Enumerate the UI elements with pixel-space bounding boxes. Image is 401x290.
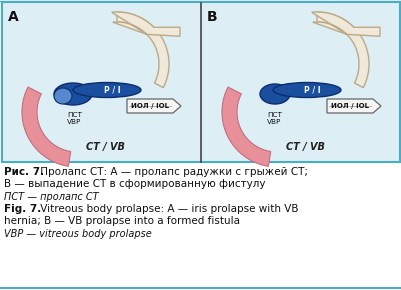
Ellipse shape — [54, 88, 72, 104]
Text: Vitreous body prolapse: A — iris prolapse with VB: Vitreous body prolapse: A — iris prolaps… — [37, 204, 298, 214]
Polygon shape — [221, 87, 270, 166]
Text: B: B — [207, 10, 217, 24]
Ellipse shape — [73, 82, 141, 97]
Ellipse shape — [259, 84, 289, 104]
Text: ПСТ
VBP: ПСТ VBP — [266, 112, 281, 126]
Text: ИОЛ / IOL: ИОЛ / IOL — [330, 103, 368, 109]
Ellipse shape — [54, 83, 92, 105]
Text: ПСТ — пролапс СТ: ПСТ — пролапс СТ — [4, 192, 98, 202]
Polygon shape — [316, 12, 368, 88]
Text: A: A — [8, 10, 19, 24]
Text: Fig. 7.: Fig. 7. — [4, 204, 41, 214]
Text: Рис. 7.: Рис. 7. — [4, 167, 44, 177]
Polygon shape — [117, 12, 168, 88]
Text: СТ / VB: СТ / VB — [285, 142, 324, 152]
Ellipse shape — [272, 82, 340, 97]
Polygon shape — [311, 12, 379, 36]
Polygon shape — [127, 99, 180, 113]
Text: ПСТ
VBP: ПСТ VBP — [67, 112, 82, 126]
Polygon shape — [326, 99, 380, 113]
Bar — [2, 2, 399, 162]
Text: P / I: P / I — [103, 86, 120, 95]
Text: P / I: P / I — [303, 86, 320, 95]
Text: ИОЛ / IOL: ИОЛ / IOL — [131, 103, 168, 109]
Polygon shape — [111, 12, 180, 36]
Polygon shape — [22, 87, 71, 166]
Text: Пролапс СТ: А — пролапс радужки с грыжей СТ;: Пролапс СТ: А — пролапс радужки с грыжей… — [37, 167, 307, 177]
Text: В — выпадение СТ в сформированную фистулу: В — выпадение СТ в сформированную фистул… — [4, 179, 265, 189]
Text: VBP — vitreous body prolapse: VBP — vitreous body prolapse — [4, 229, 151, 239]
Text: hernia; B — VB prolapse into a formed fistula: hernia; B — VB prolapse into a formed fi… — [4, 216, 239, 226]
Text: СТ / VB: СТ / VB — [85, 142, 124, 152]
